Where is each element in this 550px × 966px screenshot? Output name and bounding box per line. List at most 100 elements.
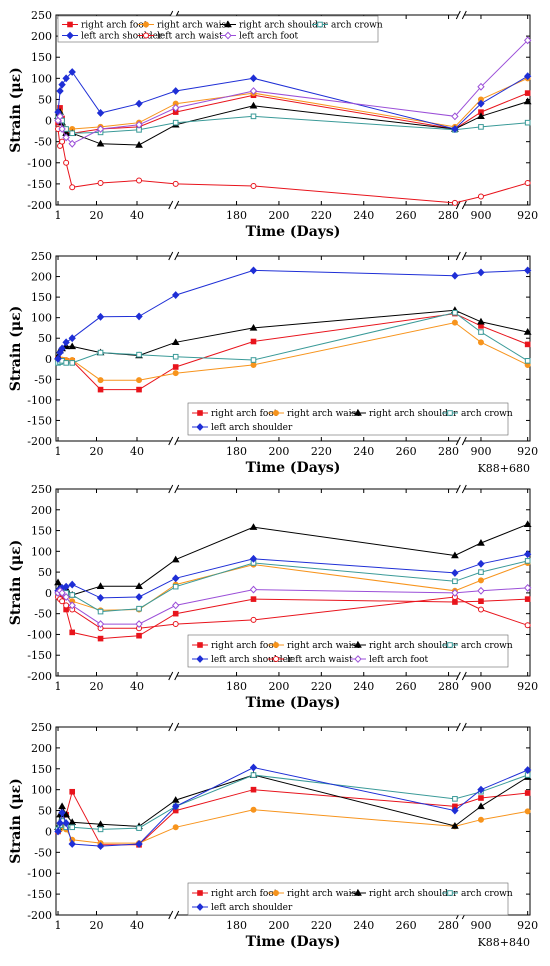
- axis-break-mark: [455, 484, 461, 494]
- data-point: [62, 133, 70, 142]
- legend-label: left arch foot: [369, 655, 429, 665]
- legend-entry: right arch waist: [268, 409, 360, 419]
- legend: right arch foot right arch waist right arc…: [57, 15, 383, 43]
- data-point: [68, 342, 77, 350]
- data-point: [135, 840, 143, 848]
- data-point: [524, 341, 531, 348]
- data-point: [172, 574, 180, 583]
- data-point: [523, 266, 532, 275]
- data-point: [69, 184, 76, 191]
- series-right-arch-waist: [55, 319, 531, 384]
- legend-label: right arch foot: [81, 21, 148, 31]
- data-point: [54, 354, 62, 363]
- legend-label: arch crown: [461, 409, 513, 419]
- data-point: [97, 608, 104, 615]
- legend-label: left arch shoulder: [81, 32, 163, 42]
- data-point: [249, 101, 258, 109]
- series-left-arch-waist: [55, 126, 531, 206]
- y-tick-label: 200: [31, 30, 52, 43]
- x-tick-label: 200: [268, 680, 289, 693]
- y-tick-label: 50: [38, 332, 52, 345]
- chart-panel-4: -200 -150 -100 -50 0 50 100 150 200 250 1 20 40 180 20…: [8, 721, 538, 950]
- legend-entry: right arch foot: [62, 21, 148, 31]
- legend-marker: [224, 20, 232, 28]
- axis-break-mark: [168, 251, 174, 261]
- y-axis-label: Strain (με): [8, 67, 24, 152]
- data-point: [96, 593, 105, 602]
- legend-entry: arch crown: [442, 889, 513, 899]
- data-point: [69, 629, 76, 636]
- x-tick-label: 280: [438, 445, 459, 458]
- axis-break-gap: [458, 201, 465, 209]
- legend-label: right arch shoulder: [369, 409, 458, 419]
- legend-label: right arch foot: [211, 409, 278, 419]
- series-right-arch-foot: [55, 90, 531, 137]
- data-point: [524, 119, 531, 126]
- x-axis-label: Time (Days): [246, 460, 341, 476]
- data-point: [62, 74, 70, 83]
- data-point: [62, 819, 70, 828]
- y-tick-label: 50: [38, 805, 52, 818]
- data-point: [477, 339, 484, 346]
- axis-break-gap: [458, 252, 465, 260]
- data-point: [478, 569, 484, 575]
- legend-label: left arch waist: [157, 32, 223, 42]
- data-point: [249, 763, 258, 772]
- data-point: [96, 125, 105, 133]
- series-line: [57, 309, 528, 357]
- axis-break-mark: [168, 671, 174, 681]
- chart-panel-3: -200 -150 -100 -50 0 50 100 150 200 250 1 20 40 180 20…: [8, 483, 538, 711]
- x-tick-label: 20: [90, 445, 104, 458]
- legend-box: [57, 15, 379, 43]
- data-point: [62, 582, 70, 591]
- data-point: [452, 309, 458, 316]
- axis-break-mark: [168, 722, 174, 732]
- data-point: [478, 329, 484, 335]
- axis-break-mark: [174, 722, 180, 732]
- data-point: [56, 112, 64, 121]
- legend-label: right arch waist: [287, 641, 360, 651]
- data-point: [62, 810, 70, 818]
- series-line: [57, 313, 528, 391]
- data-point: [136, 351, 142, 358]
- y-tick-label: 150: [31, 763, 52, 776]
- x-tick-label: 1: [55, 445, 62, 458]
- y-tick-label: -150: [27, 649, 52, 662]
- data-point: [477, 606, 484, 613]
- data-point: [135, 582, 143, 589]
- data-point: [524, 90, 531, 96]
- x-tick-label: 920: [517, 680, 538, 693]
- series-right-arch-foot: [55, 786, 531, 848]
- data-point: [523, 72, 532, 81]
- data-point: [68, 580, 76, 589]
- legend-entry: left arch shoulder: [192, 423, 293, 433]
- data-point: [58, 344, 66, 353]
- data-point: [523, 97, 532, 105]
- series-left-arch-foot: [54, 583, 532, 628]
- legend-entry: right arch foot: [192, 409, 278, 419]
- series-line: [57, 774, 528, 830]
- data-point: [171, 555, 180, 563]
- data-point: [135, 593, 143, 601]
- section-note: K88+680: [478, 462, 530, 475]
- axis-break-gap: [170, 723, 177, 731]
- data-point: [524, 622, 531, 629]
- data-point: [97, 386, 104, 393]
- y-tick-label: -50: [34, 136, 52, 149]
- y-axis-label: Strain (με): [8, 540, 24, 625]
- data-point: [171, 796, 180, 803]
- x-tick-label: 920: [517, 919, 538, 932]
- data-point: [135, 312, 143, 321]
- legend-marker: [273, 890, 279, 896]
- x-tick-label: 180: [226, 445, 247, 458]
- x-tick-label: 200: [268, 919, 289, 932]
- legend-marker: [143, 32, 149, 39]
- data-point: [136, 177, 143, 184]
- data-point: [97, 826, 104, 833]
- legend-entry: arch crown: [312, 21, 383, 31]
- data-point: [477, 785, 485, 794]
- legend-entry: left arch shoulder: [192, 903, 293, 913]
- y-tick-label: 200: [31, 742, 52, 755]
- y-tick-label: -200: [27, 670, 52, 683]
- data-point: [136, 386, 142, 393]
